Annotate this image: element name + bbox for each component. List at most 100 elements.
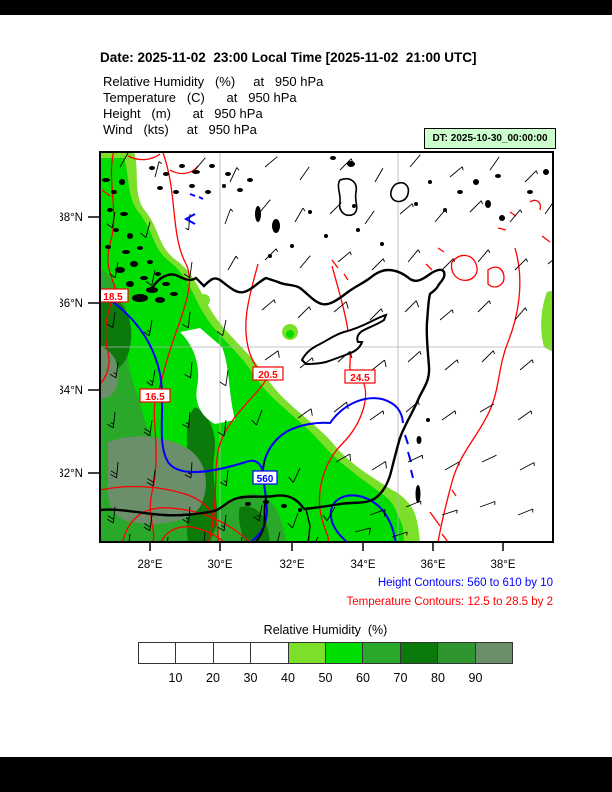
wind-barb xyxy=(479,403,495,413)
wind-barb xyxy=(339,158,353,171)
wind-barb xyxy=(185,213,191,231)
island-or-lake xyxy=(127,233,133,239)
contour-label-box xyxy=(344,369,376,384)
island-or-lake xyxy=(132,294,148,302)
wind-barb xyxy=(517,410,533,421)
island-or-lake xyxy=(130,261,138,267)
island-or-lake xyxy=(173,190,179,194)
wind-barb xyxy=(287,512,299,529)
wind-barb xyxy=(477,300,491,313)
colorbar-cell xyxy=(326,643,364,663)
colorbar-cell xyxy=(251,643,289,663)
colorbar-cell xyxy=(438,643,476,663)
height-contours-legend: Height Contours: 560 to 610 by 10 xyxy=(377,577,553,589)
island-or-lake xyxy=(126,281,134,287)
island-or-lake xyxy=(324,234,328,238)
colorbar-cell xyxy=(363,643,401,663)
contour-label: 560 xyxy=(257,474,274,485)
colorbar xyxy=(138,642,513,664)
island-or-lake xyxy=(416,436,422,444)
wind-barb xyxy=(217,514,227,532)
wind-barb xyxy=(109,361,119,379)
wind-barb xyxy=(477,249,491,263)
temperature-contours xyxy=(100,152,551,542)
wind-barb xyxy=(182,411,191,429)
wind-barb xyxy=(154,161,163,178)
wind-barb xyxy=(469,200,483,213)
island-or-lake xyxy=(499,215,505,221)
wind-barb xyxy=(449,166,464,178)
colorbar-tick-label: 30 xyxy=(243,671,258,685)
date-title: Date: 2025-11-02 23:00 Local Time [2025-… xyxy=(100,50,477,65)
island-or-lake xyxy=(119,179,125,185)
wind-barb xyxy=(441,509,458,516)
wind-barb xyxy=(264,156,278,168)
wind-barb xyxy=(337,350,353,363)
wind-barb xyxy=(479,501,496,508)
wind-barb xyxy=(143,319,153,337)
wind-barb xyxy=(441,410,457,421)
colorbar-cell xyxy=(139,643,177,663)
wind-barb xyxy=(219,369,229,387)
wind-barb xyxy=(299,255,311,269)
wind-barb xyxy=(240,536,243,542)
field-line-wind: Wind (kts) at 950 hPa xyxy=(103,122,257,137)
colorbar-cell xyxy=(475,643,513,663)
island-or-lake xyxy=(268,254,272,258)
lon-tick-label: 32°E xyxy=(279,559,304,571)
lat-tick-label: 32°N xyxy=(60,468,83,480)
island-or-lake xyxy=(137,246,143,250)
wind-barb xyxy=(216,319,227,337)
wind-barb xyxy=(517,508,534,516)
island-or-lake xyxy=(485,200,491,208)
wind-barb xyxy=(288,467,301,483)
contour-label-box xyxy=(100,288,129,303)
wind-barb xyxy=(369,509,386,517)
wind-barb xyxy=(509,209,523,223)
wind-barb xyxy=(107,506,116,524)
island-or-lake xyxy=(330,156,336,160)
island-or-lake xyxy=(122,250,130,254)
contour-label-box xyxy=(252,366,284,381)
wind-barb xyxy=(481,350,495,363)
wind-barb xyxy=(333,301,349,313)
island-or-lake xyxy=(281,504,287,508)
island-or-lake xyxy=(237,188,243,192)
colorbar-tick-label: 60 xyxy=(356,671,370,685)
wind-barb xyxy=(364,210,375,225)
colorbar-tick-label: 10 xyxy=(168,671,183,685)
island-or-lake xyxy=(189,184,195,188)
wind-barb xyxy=(322,506,336,522)
island-or-lake xyxy=(192,170,200,174)
contour-label: 18.5 xyxy=(103,292,123,303)
island-or-lake xyxy=(356,228,360,232)
wind-barb xyxy=(229,167,240,183)
wind-barb xyxy=(220,469,229,487)
map-axes: 38°N 36°N 34°N 32°N 28°E 30°E 32°E 34°E 36°E 38°E xyxy=(60,212,516,571)
island-or-lake xyxy=(162,282,170,286)
wind-barb xyxy=(183,261,193,279)
wind-barb xyxy=(264,350,280,361)
wind-barb xyxy=(369,308,383,321)
island-or-lake xyxy=(263,500,269,504)
island-or-lake xyxy=(255,206,261,222)
bottom-black-bar xyxy=(0,757,612,792)
map-canvas: 18.5 16.5 20.5 24.5 560 38°N 36°N 34°N 32°N 28°E… xyxy=(60,151,554,571)
wind-barb xyxy=(184,461,193,479)
colorbar-cell xyxy=(176,643,214,663)
wind-barb xyxy=(315,536,319,542)
island-or-lake xyxy=(298,508,302,512)
lon-tick-label: 28°E xyxy=(137,559,162,571)
island-or-lake xyxy=(107,208,113,212)
contour-labels: 18.5 16.5 20.5 24.5 560 xyxy=(100,288,376,485)
wind-barb xyxy=(251,409,263,426)
wind-barb xyxy=(391,531,408,538)
wind-barb xyxy=(253,504,263,522)
colorbar-tick-label: 40 xyxy=(281,671,295,685)
island-or-lake xyxy=(209,164,215,168)
colorbar-tick-label: 70 xyxy=(393,671,408,685)
island-or-lake xyxy=(147,260,153,264)
island-or-lake xyxy=(380,242,384,246)
wind-barb xyxy=(109,261,119,279)
